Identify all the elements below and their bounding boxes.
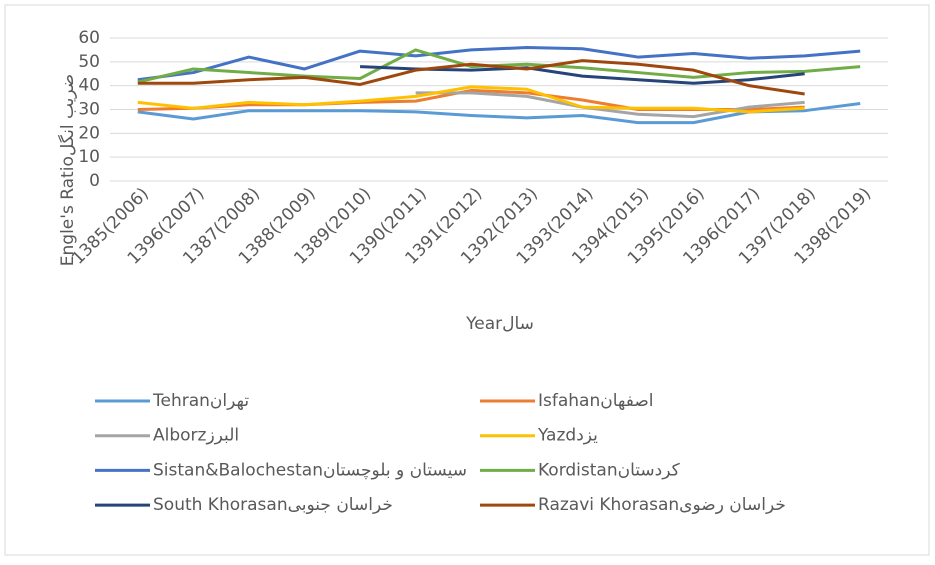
y-tick-label: 50 (78, 52, 100, 72)
y-tick-label: 20 (78, 123, 100, 143)
y-tick-label: 40 (78, 76, 100, 96)
y-tick-label: 10 (78, 147, 100, 167)
y-tick-label: 30 (78, 100, 100, 120)
x-axis-title: Yearسال (465, 314, 534, 334)
legend-label: Razavi Khorasanخراسان رضوی (538, 495, 786, 515)
series-line (137, 59, 805, 96)
legend-label: Sistan&Balochestanسیستان و بلوچستان (153, 460, 467, 480)
series-line (137, 102, 861, 125)
legend-label: Isfahanاصفهان (538, 391, 654, 411)
legend-label: Yazdیزد (537, 426, 598, 446)
y-tick-label: 0 (89, 171, 100, 191)
y-axis-title: Engle's Ratioضریب انگل (57, 74, 78, 266)
y-tick-label: 60 (78, 28, 100, 48)
legend-label: Kordistanکردستان (538, 460, 681, 480)
legend-label: Tehranتهران (152, 391, 249, 411)
series-line (137, 85, 805, 114)
series-line (415, 91, 805, 119)
legend-label: Alborzالبرز (153, 426, 239, 446)
series-line (137, 46, 861, 82)
chart-border (4, 4, 930, 556)
legend-label: South Khorasanخراسان جنوبی (153, 495, 393, 515)
